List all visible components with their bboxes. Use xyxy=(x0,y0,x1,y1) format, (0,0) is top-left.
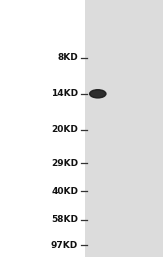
Text: 14KD: 14KD xyxy=(51,89,78,98)
Text: 29KD: 29KD xyxy=(51,159,78,168)
Bar xyxy=(85,0,163,257)
Text: 8KD: 8KD xyxy=(58,53,78,62)
Text: 40KD: 40KD xyxy=(51,187,78,196)
Text: 58KD: 58KD xyxy=(51,215,78,224)
Text: 97KD: 97KD xyxy=(51,241,78,250)
Ellipse shape xyxy=(90,90,106,98)
Text: 20KD: 20KD xyxy=(51,125,78,134)
